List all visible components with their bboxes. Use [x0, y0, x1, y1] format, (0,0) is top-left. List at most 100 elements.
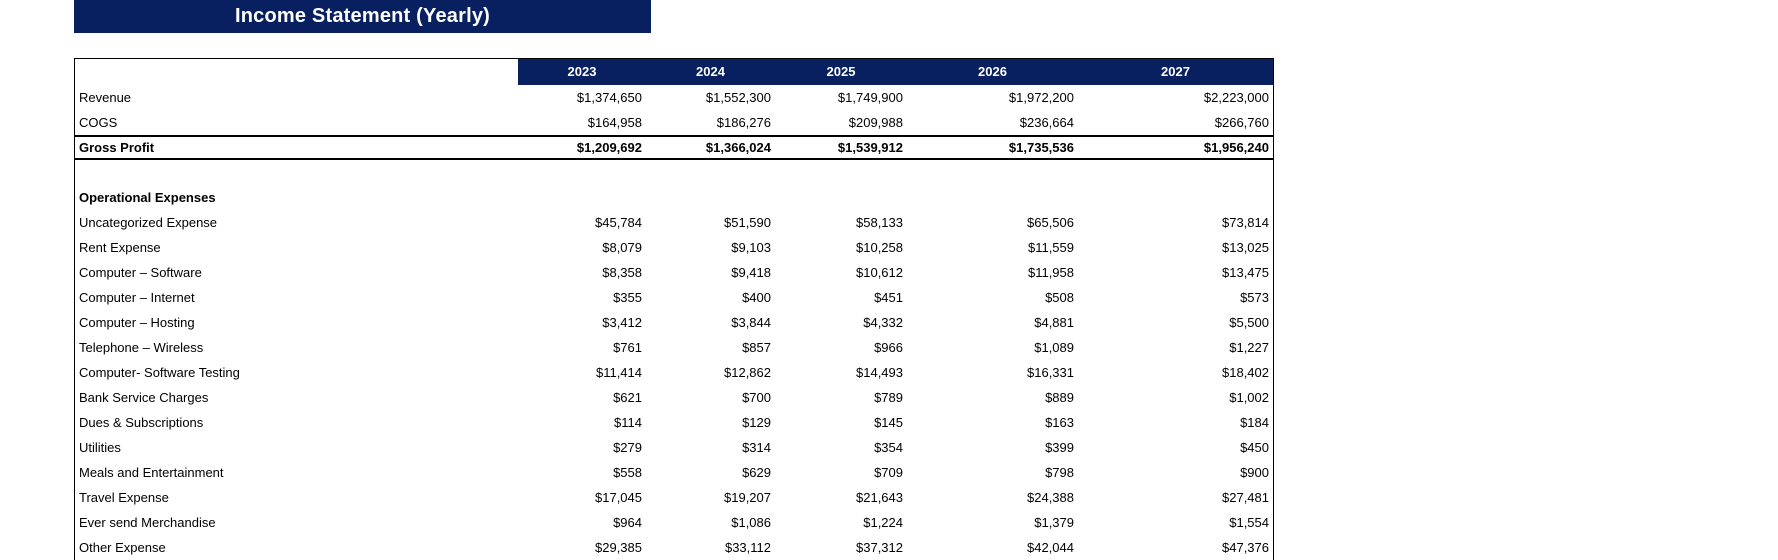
table-row: Computer- Software Testing $11,414 $12,862… [75, 360, 1273, 385]
row-label: Computer – Internet [79, 290, 195, 305]
cell-value: $1,379 [1034, 515, 1074, 530]
year-header-row: 2023 2024 2025 2026 2027 [75, 59, 1273, 85]
year-header-2023: 2023 [518, 59, 646, 85]
cell-value: $1,552,300 [705, 90, 771, 105]
row-label: Dues & Subscriptions [79, 415, 204, 430]
cell-value: $314 [742, 440, 771, 455]
row-label: Uncategorized Expense [79, 215, 218, 230]
year-header-2024: 2024 [646, 59, 775, 85]
row-label: Operational Expenses [79, 190, 216, 205]
cell-value: $11,559 [1027, 240, 1074, 255]
cell-value: $709 [874, 465, 903, 480]
cell-value: $354 [874, 440, 903, 455]
table-row: Other Expense $29,385 $33,112 $37,312 $42,04… [75, 535, 1273, 560]
income-statement-table: 2023 2024 2025 2026 2027 Revenue $1,374,650 $1… [74, 58, 1274, 560]
table-row: Meals and Entertainment $558 $629 $709 $798 $… [75, 460, 1273, 485]
cell-value: $3,412 [602, 315, 642, 330]
cell-value: $13,475 [1222, 265, 1269, 280]
cell-value: $450 [1240, 440, 1269, 455]
income-table-body: Revenue $1,374,650 $1,552,300 $1,749,900 $1,… [75, 85, 1273, 560]
cell-value: $4,332 [863, 315, 903, 330]
cell-value: $47,376 [1222, 540, 1269, 555]
cell-value: $451 [874, 290, 903, 305]
cell-value: $24,388 [1027, 490, 1074, 505]
cell-value: $3,844 [731, 315, 771, 330]
cell-value: $13,025 [1222, 240, 1269, 255]
row-label: Other Expense [79, 540, 166, 555]
cell-value: $10,612 [856, 265, 903, 280]
cell-value: $761 [613, 340, 642, 355]
cell-value: $1,366,024 [705, 140, 771, 155]
row-label: Ever send Merchandise [79, 515, 216, 530]
cell-value: $621 [613, 390, 642, 405]
cell-value: $21,643 [856, 490, 903, 505]
cell-value: $1,956,240 [1203, 140, 1269, 155]
row-label: Bank Service Charges [79, 390, 209, 405]
cell-value: $42,044 [1027, 540, 1074, 555]
cell-value: $1,972,200 [1008, 90, 1074, 105]
cell-value: $19,207 [724, 490, 771, 505]
year-header-2026: 2026 [907, 59, 1078, 85]
row-label: Computer – Software [79, 265, 202, 280]
cell-value: $129 [742, 415, 771, 430]
cell-value: $266,760 [1214, 115, 1269, 130]
cell-value: $186,276 [716, 115, 771, 130]
table-row: Uncategorized Expense $45,784 $51,590 $58,1… [75, 210, 1273, 235]
cell-value: $4,881 [1034, 315, 1074, 330]
table-row: Dues & Subscriptions $114 $129 $145 $163 $184 [75, 410, 1273, 435]
cell-value: $163 [1045, 415, 1074, 430]
cell-value: $114 [614, 415, 642, 430]
cell-value: $558 [613, 465, 642, 480]
cell-value: $9,103 [731, 240, 771, 255]
cell-value: $964 [613, 515, 642, 530]
table-row: Computer – Internet $355 $400 $451 $508 $573 [75, 285, 1273, 310]
row-label: Computer – Hosting [79, 315, 195, 330]
table-row: Operational Expenses [75, 185, 1273, 210]
cell-value: $8,079 [602, 240, 642, 255]
row-label: Computer- Software Testing [79, 365, 240, 380]
cell-value: $573 [1240, 290, 1269, 305]
cell-value: $65,506 [1027, 215, 1074, 230]
cell-value: $789 [874, 390, 903, 405]
row-label: Telephone – Wireless [79, 340, 204, 355]
cell-value: $889 [1045, 390, 1074, 405]
row-label: COGS [79, 115, 118, 130]
cell-value: $1,086 [731, 515, 771, 530]
row-label: Utilities [79, 440, 121, 455]
cell-value: $10,258 [856, 240, 903, 255]
row-label: Travel Expense [79, 490, 169, 505]
table-row: COGS $164,958 $186,276 $209,988 $236,664 $266… [75, 110, 1273, 135]
cell-value: $29,385 [595, 540, 642, 555]
cell-value: $145 [874, 415, 903, 430]
cell-value: $51,590 [724, 215, 771, 230]
cell-value: $1,224 [863, 515, 903, 530]
cell-value: $1,089 [1034, 340, 1074, 355]
cell-value: $1,227 [1229, 340, 1269, 355]
cell-value: $1,735,536 [1008, 140, 1074, 155]
cell-value: $8,358 [602, 265, 642, 280]
table-row: Utilities $279 $314 $354 $399 $450 [75, 435, 1273, 460]
table-row [75, 160, 1273, 185]
table-row: Bank Service Charges $621 $700 $789 $889 $1,0… [75, 385, 1273, 410]
cell-value: $236,664 [1019, 115, 1074, 130]
cell-value: $11,414 [595, 365, 642, 380]
cell-value: $1,002 [1229, 390, 1269, 405]
cell-value: $12,862 [724, 365, 771, 380]
cell-value: $1,209,692 [576, 140, 642, 155]
sheet-title: Income Statement (Yearly) [234, 5, 491, 27]
cell-value: $279 [613, 440, 642, 455]
row-label: Meals and Entertainment [79, 465, 224, 480]
cell-value: $900 [1240, 465, 1269, 480]
cell-value: $508 [1045, 290, 1074, 305]
table-row: Computer – Hosting $3,412 $3,844 $4,332 $4,8… [75, 310, 1273, 335]
cell-value: $400 [742, 290, 771, 305]
sheet-title-bar: Income Statement (Yearly) [74, 0, 651, 33]
cell-value: $798 [1045, 465, 1074, 480]
table-row: Computer – Software $8,358 $9,418 $10,612 $1… [75, 260, 1273, 285]
cell-value: $1,749,900 [837, 90, 903, 105]
cell-value: $11,958 [1027, 265, 1074, 280]
cell-value: $17,045 [595, 490, 642, 505]
cell-value: $16,331 [1027, 365, 1074, 380]
cell-value: $27,481 [1222, 490, 1269, 505]
cell-value: $1,554 [1229, 515, 1269, 530]
